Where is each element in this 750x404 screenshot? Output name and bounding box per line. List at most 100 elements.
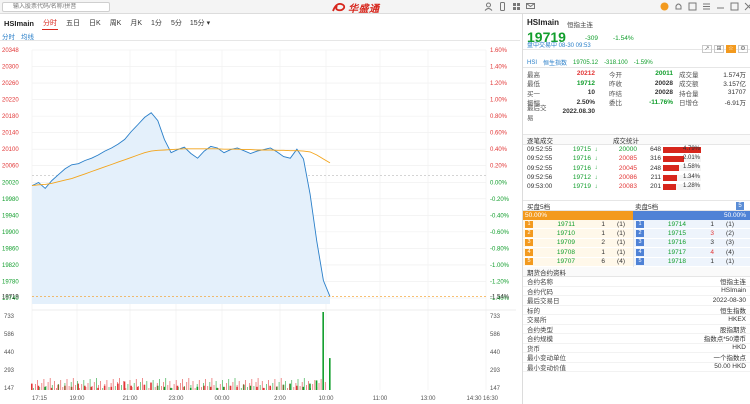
stat-label: 最后交易 <box>527 104 547 122</box>
user-icon[interactable] <box>484 2 493 11</box>
stat-label: 成交量 <box>679 71 699 79</box>
ask-side: 1 19714 1 (1) 2 19715 3 (2) 3 19716 3 (3) 4 19717 4 (4)… <box>633 220 750 267</box>
minimize-icon[interactable] <box>716 2 725 11</box>
bid-ratio: 50.00% <box>523 211 633 220</box>
avatar-icon[interactable] <box>660 2 669 11</box>
volume-bar <box>322 312 324 390</box>
volume-bar <box>51 385 53 390</box>
ask-row[interactable]: 1 19714 1 (1) <box>634 220 750 230</box>
volume-bar <box>215 381 217 390</box>
ask-row[interactable]: 3 19716 3 (3) <box>634 238 750 249</box>
level-number: 1 <box>525 220 533 228</box>
quote-action-buttons: ↗ ⊞ ☆ ⚙ <box>702 45 748 53</box>
volume-bar <box>125 388 127 390</box>
level-qty: 4 <box>710 248 714 256</box>
volume-bar <box>282 385 284 390</box>
message-icon[interactable] <box>526 2 535 11</box>
volume-bar <box>314 380 316 390</box>
share-button[interactable]: ↗ <box>702 45 712 53</box>
favorite-button[interactable]: ☆ <box>726 45 736 53</box>
search-input[interactable] <box>2 2 110 12</box>
volume-bar <box>175 380 177 390</box>
bid-row[interactable]: 2 19710 1 (1) <box>523 229 633 239</box>
time-axis-label: 14:30 <box>466 396 482 402</box>
depth-level-toggle[interactable]: 5 <box>736 201 744 210</box>
level-price: 19708 <box>556 248 575 256</box>
stat-pct: 4.79% <box>682 145 700 152</box>
close-icon[interactable] <box>744 2 750 11</box>
ask-row[interactable]: 5 19718 1 (1) <box>634 257 750 267</box>
skin-icon[interactable] <box>688 2 697 11</box>
trade-time: 09:53:00 <box>527 183 553 191</box>
volume-tick-label: 293 <box>490 368 501 374</box>
orderbook-ratio: 50.00% 50.00% <box>523 211 750 220</box>
index-change: -318.100 <box>604 59 628 66</box>
tab-tick-trades[interactable]: 逐笔成交 <box>527 137 553 145</box>
stat-bar: 1.34% <box>663 174 701 181</box>
tab-5min[interactable]: 5分 <box>170 20 182 27</box>
pct-tick-label: -0.40% <box>490 213 510 219</box>
ask-row[interactable]: 4 19717 4 (4) <box>634 248 750 258</box>
pct-tick-label: -1.54% <box>490 295 510 301</box>
grid-icon[interactable] <box>512 2 521 11</box>
index-change-pct: -1.59% <box>633 59 653 66</box>
subtab-intraday[interactable]: 分时 <box>2 33 15 41</box>
volume-bar <box>310 388 311 390</box>
bid-row[interactable]: 5 19707 6 (4) <box>523 257 633 267</box>
volume-bar <box>223 386 225 390</box>
bid-row[interactable]: 3 19709 2 (1) <box>523 238 633 249</box>
bid-row[interactable]: 4 19708 1 (1) <box>523 248 633 258</box>
tab-trade-stats[interactable]: 成交统计 <box>613 137 639 145</box>
time-axis-label: 2:00 <box>274 396 286 402</box>
tab-intraday[interactable]: 分时 <box>42 17 59 30</box>
time-axis-label: 11:00 <box>373 396 388 402</box>
volume-bar <box>133 383 135 390</box>
index-row[interactable]: HSI 恒生指数 19705.12 -318.100 -1.59% <box>523 58 750 68</box>
stat-value: 20011 <box>655 70 673 78</box>
price-tick-label: 20348 <box>2 48 19 54</box>
volume-bar <box>272 383 274 390</box>
price-change-pct: -1.54% <box>613 35 634 42</box>
quote-name: 恒指主连 <box>567 22 593 29</box>
down-arrow-icon: ↓ <box>594 146 598 153</box>
stat-value: -11.76% <box>649 98 673 106</box>
stat-bar: 1.58% <box>663 164 701 172</box>
stat-pct: 2.01% <box>682 154 700 161</box>
maximize-icon[interactable] <box>730 2 739 11</box>
bell-icon[interactable] <box>674 2 683 11</box>
app-logo: 华盛通 <box>332 1 380 15</box>
stat-price: 20083 <box>618 183 637 191</box>
volume-bar <box>192 381 194 390</box>
volume-bar <box>119 378 120 390</box>
volume-bar <box>270 387 272 390</box>
level-number: 2 <box>525 230 533 238</box>
volume-bar <box>81 384 83 390</box>
ask-row[interactable]: 2 19715 3 (2) <box>634 229 750 239</box>
volume-bar <box>236 385 238 390</box>
tab-monthly[interactable]: 月K <box>130 20 143 27</box>
volume-bar <box>203 383 204 390</box>
tab-weekly[interactable]: 周K <box>109 20 122 27</box>
phone-icon[interactable] <box>498 2 507 11</box>
contract-info-row: 交易所 HKEX <box>523 315 750 325</box>
bid-row[interactable]: 1 19711 1 (1) <box>523 220 633 230</box>
layout-button[interactable]: ⊞ <box>714 45 724 53</box>
stat-label: 今开 <box>609 71 622 79</box>
tab-daily[interactable]: 日K <box>89 20 101 27</box>
timeframe-dropdown[interactable]: 15分 ▾ <box>189 20 211 27</box>
price-chart[interactable]: 20348 1.60% 20300 1.40% 20260 1.20% 20220 1.00%… <box>0 42 520 404</box>
settings-button[interactable]: ⚙ <box>738 45 748 53</box>
volume-bar <box>93 382 95 390</box>
tab-5day[interactable]: 五日 <box>66 20 81 27</box>
info-value: 指数点*50港币 <box>703 336 746 344</box>
menu-icon[interactable] <box>702 2 711 11</box>
volume-bar <box>127 384 129 390</box>
volume-bar <box>90 386 93 390</box>
subtab-ma[interactable]: 均线 <box>21 33 34 41</box>
time-axis-label: 00:00 <box>214 396 230 402</box>
stat-price: 20085 <box>618 155 637 163</box>
trade-time: 09:52:55 <box>527 164 553 172</box>
tab-1min[interactable]: 1分 <box>151 20 162 27</box>
level-number: 5 <box>525 258 533 266</box>
volume-bar <box>329 358 331 390</box>
